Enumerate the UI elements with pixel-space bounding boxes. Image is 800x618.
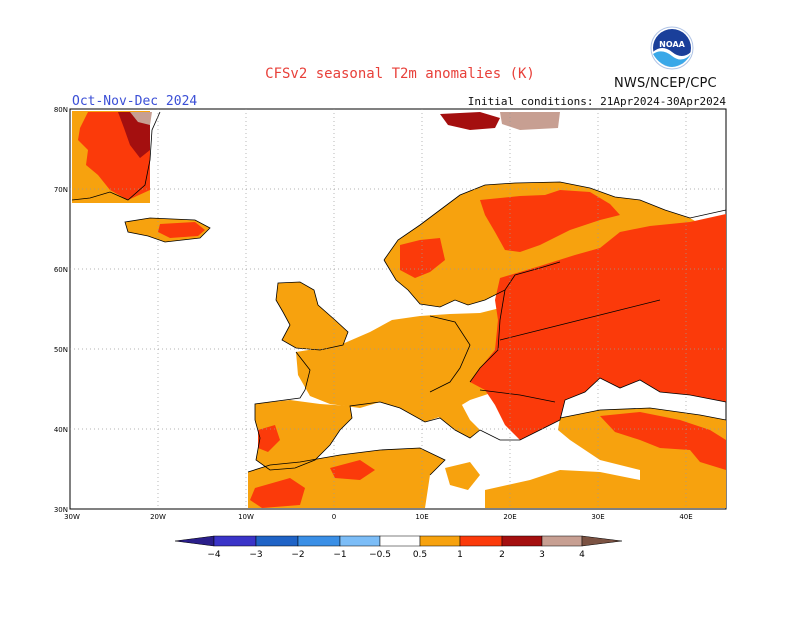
lon-label: 10E [415, 513, 428, 521]
anomaly-field-red [78, 112, 726, 508]
noaa-logo: NOAA [650, 26, 694, 70]
colorbar-labels: −4 −3 −2 −1 −0.5 0.5 1 2 3 4 [207, 550, 585, 560]
colorbar-label: 0.5 [413, 550, 427, 560]
colorbar-label: −1 [333, 550, 346, 560]
latitude-labels: 80N 70N 60N 50N 40N 30N [54, 106, 68, 514]
colorbar-segment [541, 535, 583, 547]
colorbar-label: −4 [207, 550, 221, 560]
colorbar [174, 535, 623, 547]
colorbar-label: −0.5 [369, 550, 391, 560]
colorbar-segment [255, 535, 299, 547]
colorbar-label: 2 [499, 550, 505, 560]
lon-label: 0 [332, 513, 336, 521]
colorbar-label: −3 [249, 550, 262, 560]
lat-label: 40N [54, 426, 68, 434]
colorbar-segment [297, 535, 341, 547]
colorbar-segment [459, 535, 503, 547]
longitude-labels: 30W 20W 10W 0 10E 20E 30E 40E [64, 513, 693, 521]
noaa-logo-text: NOAA [659, 40, 685, 49]
lat-label: 50N [54, 346, 68, 354]
forecast-period: Oct-Nov-Dec 2024 [72, 94, 198, 109]
lon-label: 20W [150, 513, 166, 521]
lat-label: 80N [54, 106, 68, 114]
colorbar-label: −2 [291, 550, 304, 560]
colorbar-segment [419, 535, 461, 547]
lat-label: 30N [54, 506, 68, 514]
lon-label: 30W [64, 513, 80, 521]
lat-label: 60N [54, 266, 68, 274]
colorbar-segment [501, 535, 543, 547]
lon-label: 20E [503, 513, 516, 521]
initial-conditions: Initial conditions: 21Apr2024-30Apr2024 [467, 95, 726, 108]
anomaly-field-darkred [118, 112, 500, 158]
colorbar-lower-arrow [174, 535, 215, 547]
lat-label: 70N [54, 186, 68, 194]
colorbar-segment [213, 535, 257, 547]
coastlines [71, 111, 727, 476]
lon-label: 30E [591, 513, 604, 521]
lon-label: 10W [238, 513, 254, 521]
colorbar-segment [339, 535, 381, 547]
anomaly-field-pink [130, 112, 560, 130]
graticule [70, 109, 726, 509]
map-title: CFSv2 seasonal T2m anomalies (K) [265, 66, 535, 82]
colorbar-label: 4 [579, 550, 585, 560]
colorbar-label: 1 [457, 550, 463, 560]
colorbar-segment [379, 535, 421, 547]
colorbar-upper-arrow [581, 535, 623, 547]
agency-label: NWS/NCEP/CPC [614, 76, 717, 91]
colorbar-label: 3 [539, 550, 545, 560]
lon-label: 40E [679, 513, 692, 521]
